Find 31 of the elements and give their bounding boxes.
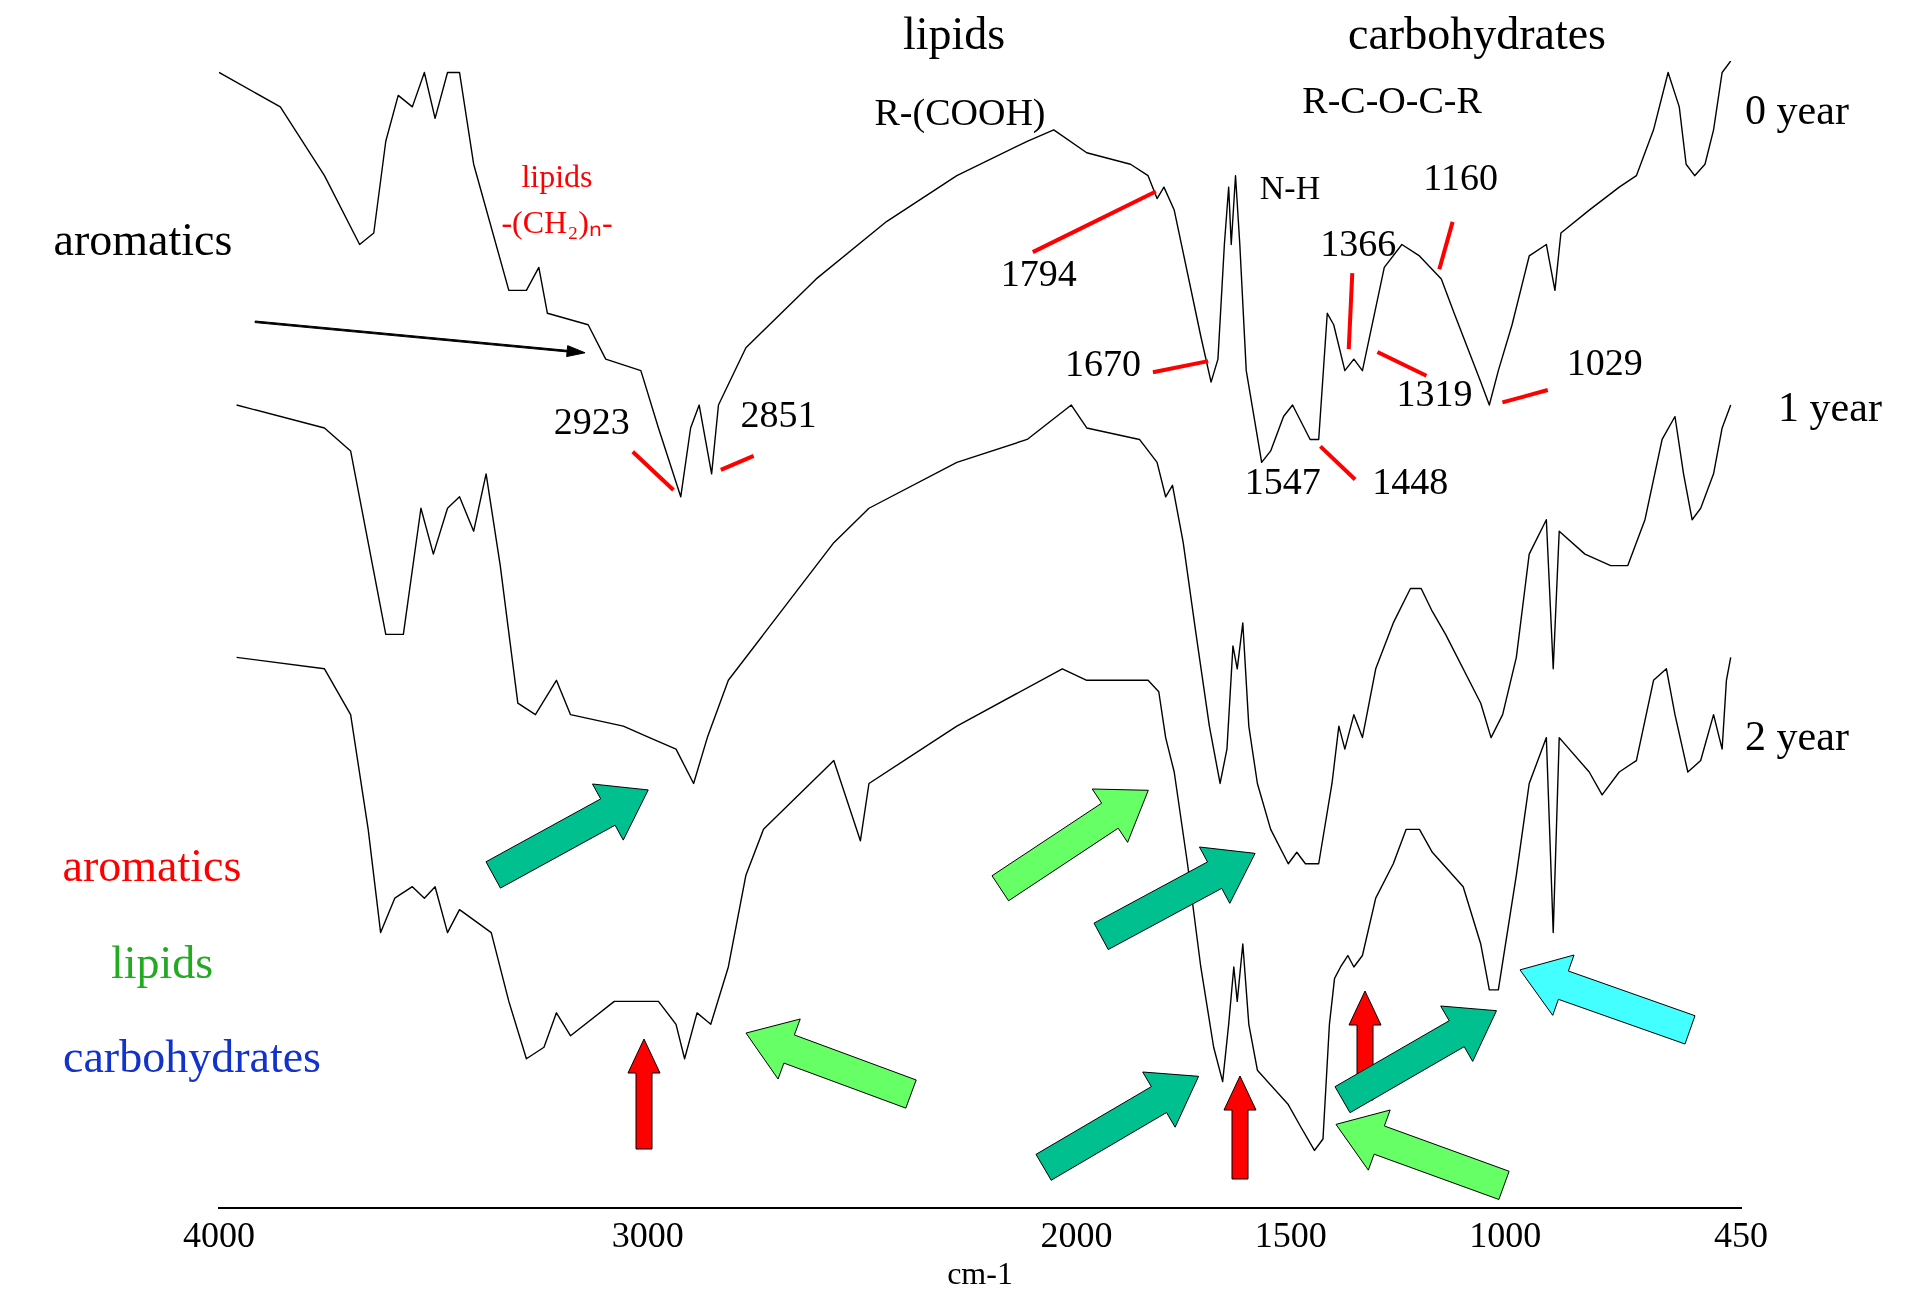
x-tick-label: 2000 [1040, 1214, 1113, 1255]
text: lipids [110, 937, 214, 989]
series-label: 2 year [1745, 713, 1849, 760]
annotation: 1029 [1566, 341, 1643, 384]
annotation: aromatics [62, 840, 242, 892]
x-tick-label: 4000 [183, 1214, 255, 1255]
text: lipids [902, 8, 1006, 60]
text: carbohydrates [1348, 8, 1606, 60]
x-tick-label: 1000 [1469, 1214, 1542, 1255]
annotation: 1448 [1372, 460, 1449, 503]
annotation: carbohydrates [63, 1031, 321, 1083]
annotation: R-C-O-C-R [1302, 78, 1483, 121]
annotation: 1794 [1000, 252, 1077, 295]
annotation: -(CH₂)ₙ- [501, 204, 613, 241]
x-tick-label: 450 [1714, 1214, 1768, 1255]
annotation: 2851 [740, 392, 817, 435]
annotation: lipids [521, 158, 593, 195]
annotation: R-(COOH) [874, 90, 1046, 134]
annotation: N-H [1259, 168, 1321, 206]
series-label: 0 year [1745, 87, 1849, 134]
annotation: 1319 [1396, 371, 1473, 414]
annotation: 2923 [553, 399, 630, 442]
annotation: 1160 [1423, 155, 1498, 198]
annotation: 1366 [1320, 222, 1397, 265]
x-tick-label: 3000 [611, 1214, 684, 1255]
annotation: 1547 [1244, 459, 1321, 502]
x-tick-label: 1500 [1254, 1214, 1327, 1255]
annotation: 1670 [1064, 342, 1141, 385]
annotation: aromatics [53, 214, 233, 266]
x-axis-title: cm-1 [947, 1255, 1013, 1292]
series-label: 1 year [1778, 384, 1882, 431]
